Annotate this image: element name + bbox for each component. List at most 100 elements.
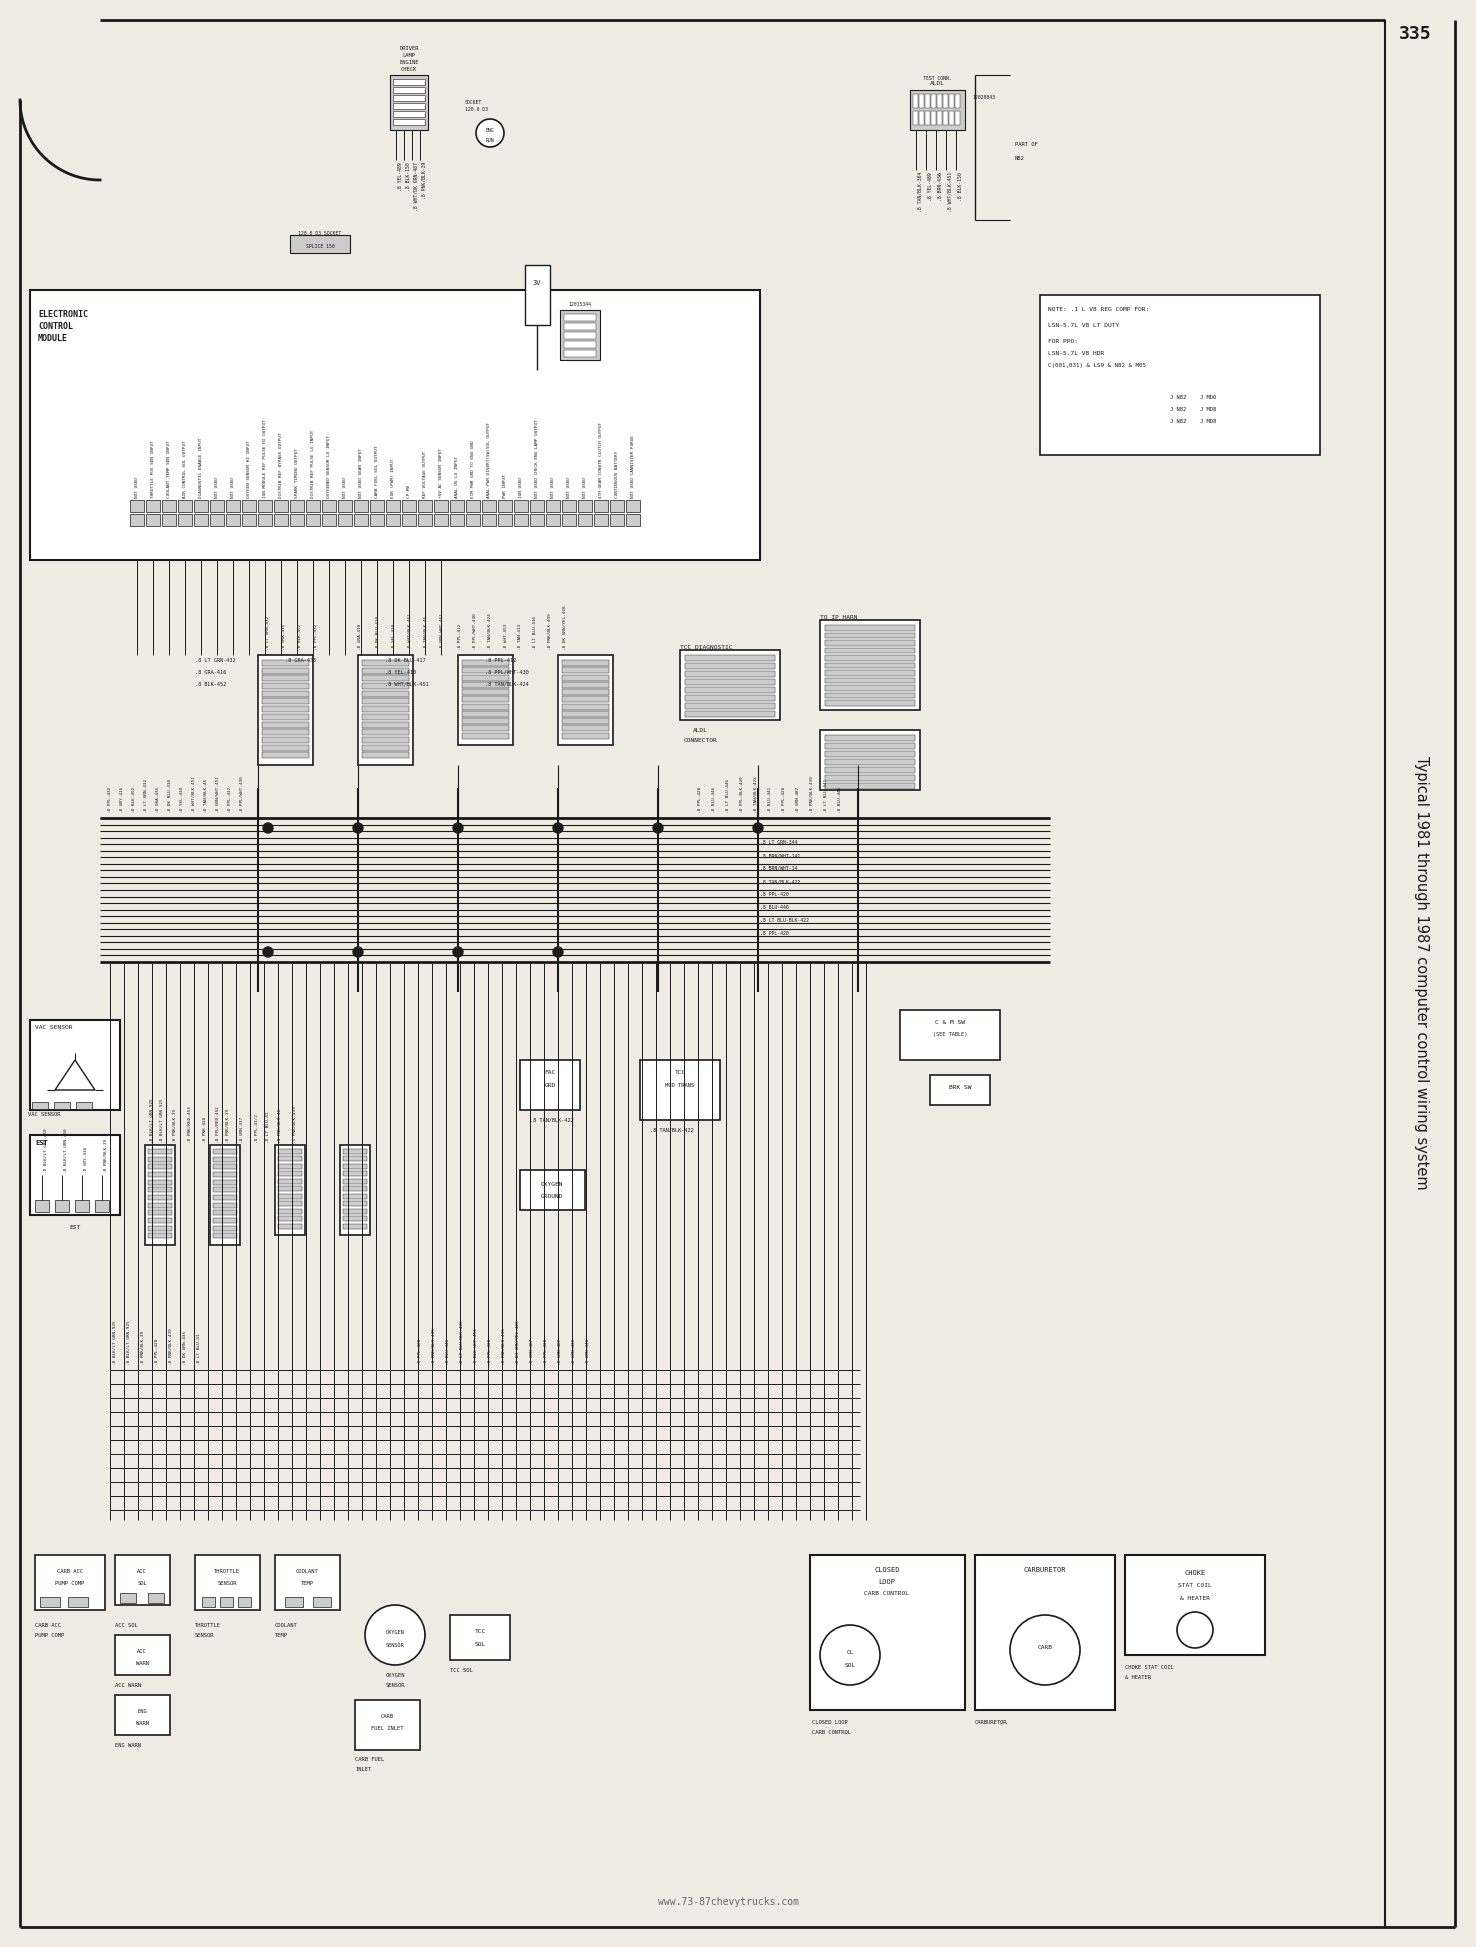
Text: FAC: FAC — [545, 1071, 555, 1075]
Bar — [338, 514, 351, 526]
Text: .8 PPL-420: .8 PPL-420 — [418, 1340, 422, 1365]
Text: .8 LT GRN-344: .8 LT GRN-344 — [760, 839, 797, 845]
Text: .8 PNK/BLK-39: .8 PNK/BLK-39 — [422, 162, 427, 199]
Bar — [562, 674, 610, 681]
Bar — [258, 500, 272, 512]
Text: .8 PPL-420: .8 PPL-420 — [489, 1340, 492, 1365]
Text: REF VOLTAGE OUTPUT: REF VOLTAGE OUTPUT — [424, 452, 427, 498]
Text: THROTTLE POS SEN INPUT: THROTTLE POS SEN INPUT — [151, 440, 155, 498]
Bar — [925, 93, 930, 107]
Text: .8 BLU-441: .8 BLU-441 — [768, 787, 772, 814]
Bar — [359, 654, 413, 765]
Bar — [911, 90, 965, 130]
Text: ACC: ACC — [137, 1569, 148, 1573]
Bar — [434, 500, 449, 512]
Text: TEST CONN.: TEST CONN. — [922, 76, 952, 82]
Bar — [462, 689, 509, 695]
Bar — [263, 730, 308, 736]
Text: .8 BLK/LT GRN-925: .8 BLK/LT GRN-925 — [127, 1320, 131, 1365]
Text: +5V AC SENSOR INPUT: +5V AC SENSOR INPUT — [438, 448, 443, 498]
Text: EGR (PWM) INPUT: EGR (PWM) INPUT — [391, 459, 396, 498]
Text: .8 LT GRN-432: .8 LT GRN-432 — [145, 779, 148, 814]
Bar — [145, 1145, 176, 1244]
Bar — [285, 1597, 303, 1606]
Bar — [342, 1157, 368, 1162]
Bar — [562, 711, 610, 716]
Bar — [393, 80, 425, 86]
Bar — [115, 1696, 170, 1735]
Bar — [1041, 296, 1320, 456]
Bar — [162, 500, 176, 512]
Bar — [289, 236, 350, 253]
Circle shape — [475, 119, 503, 148]
Bar — [263, 744, 308, 752]
Text: .8 PPL-420: .8 PPL-420 — [782, 787, 787, 814]
Text: SENSOR: SENSOR — [385, 1643, 404, 1647]
Bar — [306, 514, 320, 526]
Bar — [825, 736, 915, 740]
Bar — [641, 1059, 720, 1120]
Text: .8 WHT/BLK-451: .8 WHT/BLK-451 — [407, 613, 412, 650]
Text: CARB FUEL SOL OUTPUT: CARB FUEL SOL OUTPUT — [375, 446, 379, 498]
Bar — [226, 500, 241, 512]
Text: J MD8: J MD8 — [1200, 419, 1216, 424]
Text: CHOKE STAT COIL: CHOKE STAT COIL — [1125, 1665, 1173, 1671]
Bar — [626, 500, 641, 512]
Text: .8 PNK/BLK-439: .8 PNK/BLK-439 — [432, 1328, 435, 1365]
Text: ELECTRONIC: ELECTRONIC — [38, 310, 89, 319]
Text: ALDL: ALDL — [930, 82, 945, 86]
Text: NOT USED: NOT USED — [215, 477, 218, 498]
Text: .8 GRN-487: .8 GRN-487 — [558, 1340, 562, 1365]
Text: J N82: J N82 — [1170, 407, 1187, 413]
Bar — [914, 111, 918, 125]
Bar — [148, 1180, 173, 1184]
Circle shape — [453, 946, 463, 958]
Text: .8 PNK/BLK-39: .8 PNK/BLK-39 — [173, 1110, 177, 1143]
Bar — [148, 1211, 173, 1215]
Bar — [338, 500, 351, 512]
Bar — [342, 1149, 368, 1155]
Text: OXYGENED SENSOR LO INPUT: OXYGENED SENSOR LO INPUT — [328, 434, 331, 498]
Bar — [213, 1232, 238, 1238]
Bar — [825, 662, 915, 668]
Text: THROTTLE: THROTTLE — [195, 1624, 221, 1628]
Bar — [277, 1201, 303, 1207]
Text: CONTROL: CONTROL — [38, 321, 72, 331]
Text: CARB CONTROL: CARB CONTROL — [865, 1591, 909, 1597]
Bar — [120, 1593, 136, 1602]
Text: CARB ACC: CARB ACC — [35, 1624, 61, 1628]
Bar — [562, 732, 610, 738]
Text: ENGINE: ENGINE — [399, 60, 419, 64]
Bar — [193, 514, 208, 526]
Text: .8 LT BLU-446: .8 LT BLU-446 — [726, 779, 731, 814]
Text: .8 TAN/BLK-422: .8 TAN/BLK-422 — [649, 1127, 694, 1133]
Text: NOT USED: NOT USED — [551, 477, 555, 498]
Text: DRIVER: DRIVER — [399, 47, 419, 51]
Bar — [75, 1102, 92, 1110]
Text: CLOSED LOOP: CLOSED LOOP — [812, 1719, 847, 1725]
Text: .8 WHT-453: .8 WHT-453 — [503, 623, 508, 650]
Text: .8 TAN/BLK-45: .8 TAN/BLK-45 — [424, 615, 428, 650]
Text: .8 PNK/BLK-439: .8 PNK/BLK-439 — [502, 1328, 506, 1365]
Bar — [362, 691, 409, 697]
Bar — [213, 1149, 238, 1155]
Text: CONNECTOR: CONNECTOR — [683, 738, 717, 744]
Text: CP MV: CP MV — [407, 485, 410, 498]
Bar — [210, 500, 224, 512]
Bar — [825, 625, 915, 631]
Bar — [148, 1593, 164, 1602]
Bar — [825, 759, 915, 765]
Text: .8 TAN/BLK-422: .8 TAN/BLK-422 — [754, 777, 759, 814]
Text: NOT USED CHECK ENG LAMP OUTPUT: NOT USED CHECK ENG LAMP OUTPUT — [534, 419, 539, 498]
Text: .8 BLK/LT GRN-925: .8 BLK/LT GRN-925 — [151, 1098, 154, 1143]
Text: PWR INPUT: PWR INPUT — [503, 475, 506, 498]
Text: OXYGEN: OXYGEN — [385, 1672, 404, 1678]
Text: NOT USED CANNISTER PURGE: NOT USED CANNISTER PURGE — [632, 434, 635, 498]
Bar — [462, 697, 509, 703]
Bar — [931, 111, 936, 125]
Text: ACC SOL: ACC SOL — [115, 1624, 137, 1628]
Text: .8 GRA-410: .8 GRA-410 — [359, 623, 362, 650]
Text: CARB ACC: CARB ACC — [58, 1569, 83, 1573]
Text: .8 BLK/LT GRN-450: .8 BLK/LT GRN-450 — [44, 1129, 49, 1172]
Bar — [213, 1157, 238, 1162]
